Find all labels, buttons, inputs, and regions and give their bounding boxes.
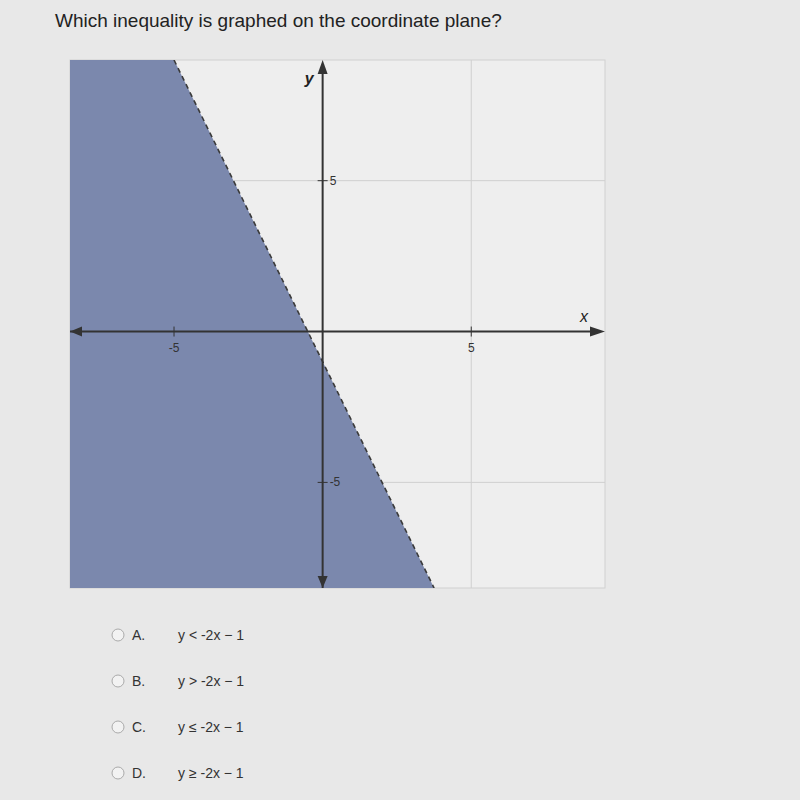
option-letter: A. (132, 627, 145, 643)
option-text: y ≤ -2x − 1 (178, 719, 244, 735)
x-arrow (70, 327, 82, 337)
radio-button[interactable] (112, 767, 124, 779)
option-letter: D. (132, 765, 146, 781)
y-tick-label: 5 (330, 174, 337, 188)
x-tick-label: -5 (169, 341, 180, 355)
y-tick (318, 482, 328, 483)
title: Which inequality is graphed on the coord… (55, 10, 502, 31)
y-arrow (318, 60, 328, 74)
radio-button[interactable] (112, 675, 124, 687)
plot-frame (70, 60, 605, 588)
y-tick (318, 180, 328, 181)
radio-button[interactable] (112, 629, 124, 641)
option-text: y < -2x − 1 (178, 627, 244, 643)
x-arrow (590, 327, 605, 337)
x-tick-label: 5 (468, 341, 475, 355)
x-label: x (579, 308, 589, 325)
x-axis (70, 331, 590, 333)
option-letter: C. (132, 719, 146, 735)
x-tick (174, 327, 175, 337)
background (0, 0, 800, 800)
y-axis (322, 74, 324, 588)
y-label: y (304, 70, 315, 87)
x-tick (471, 327, 472, 337)
y-arrow (318, 576, 328, 588)
option-text: y ≥ -2x − 1 (178, 765, 244, 781)
grid-line (471, 60, 472, 588)
boundary-line (174, 60, 434, 588)
y-tick-label: -5 (330, 475, 341, 489)
chart: Which inequality is graphed on the coord… (0, 0, 800, 800)
option-text: y > -2x − 1 (178, 673, 244, 689)
marks (70, 60, 434, 588)
radio-button[interactable] (112, 721, 124, 733)
shaded-region (70, 60, 434, 588)
option-letter: B. (132, 673, 145, 689)
